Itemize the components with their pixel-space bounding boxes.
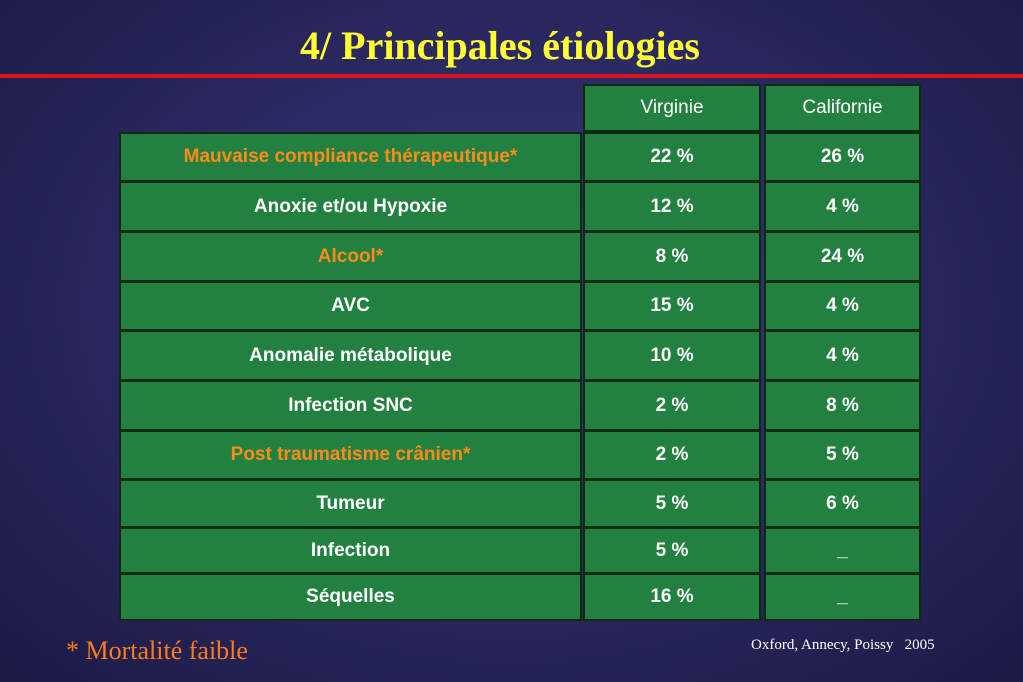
row-value-californie: 6 %: [764, 479, 921, 528]
row-value-californie: 8 %: [764, 380, 921, 431]
row-value-californie: 5 %: [764, 430, 921, 480]
row-value-californie: 24 %: [764, 231, 921, 282]
row-value-virginie: 22 %: [583, 132, 761, 182]
row-label: Infection SNC: [119, 380, 582, 431]
slide-title: 4/ Principales étiologies: [300, 23, 700, 68]
source-citation: Oxford, Annecy, Poissy 2005: [751, 637, 935, 653]
row-label: Mauvaise compliance thérapeutique*: [119, 132, 582, 182]
row-value-virginie: 10 %: [583, 330, 761, 381]
row-value-californie: 4 %: [764, 330, 921, 381]
row-value-virginie: 5 %: [583, 479, 761, 528]
row-label: Anomalie métabolique: [119, 330, 582, 381]
row-value-virginie: 15 %: [583, 281, 761, 331]
row-label: Séquelles: [119, 573, 582, 621]
row-value-virginie: 2 %: [583, 380, 761, 431]
row-label: Infection: [119, 527, 582, 574]
footnote-mortality: * Mortalité faible: [66, 636, 248, 665]
row-value-californie: 4 %: [764, 281, 921, 331]
row-label: Tumeur: [119, 479, 582, 528]
row-value-virginie: 12 %: [583, 181, 761, 232]
column-header-californie: Californie: [764, 84, 921, 132]
row-value-virginie: 8 %: [583, 231, 761, 282]
row-value-californie: 26 %: [764, 132, 921, 182]
row-value-californie: _: [764, 573, 921, 621]
row-label: Anoxie et/ou Hypoxie: [119, 181, 582, 232]
row-value-virginie: 2 %: [583, 430, 761, 480]
row-value-virginie: 5 %: [583, 527, 761, 574]
row-label: Alcool*: [119, 231, 582, 282]
row-value-californie: 4 %: [764, 181, 921, 232]
row-label: Post traumatisme crânien*: [119, 430, 582, 480]
title-divider: [0, 74, 1023, 78]
row-label: AVC: [119, 281, 582, 331]
column-header-virginie: Virginie: [583, 84, 761, 132]
row-value-virginie: 16 %: [583, 573, 761, 621]
row-value-californie: _: [764, 527, 921, 574]
